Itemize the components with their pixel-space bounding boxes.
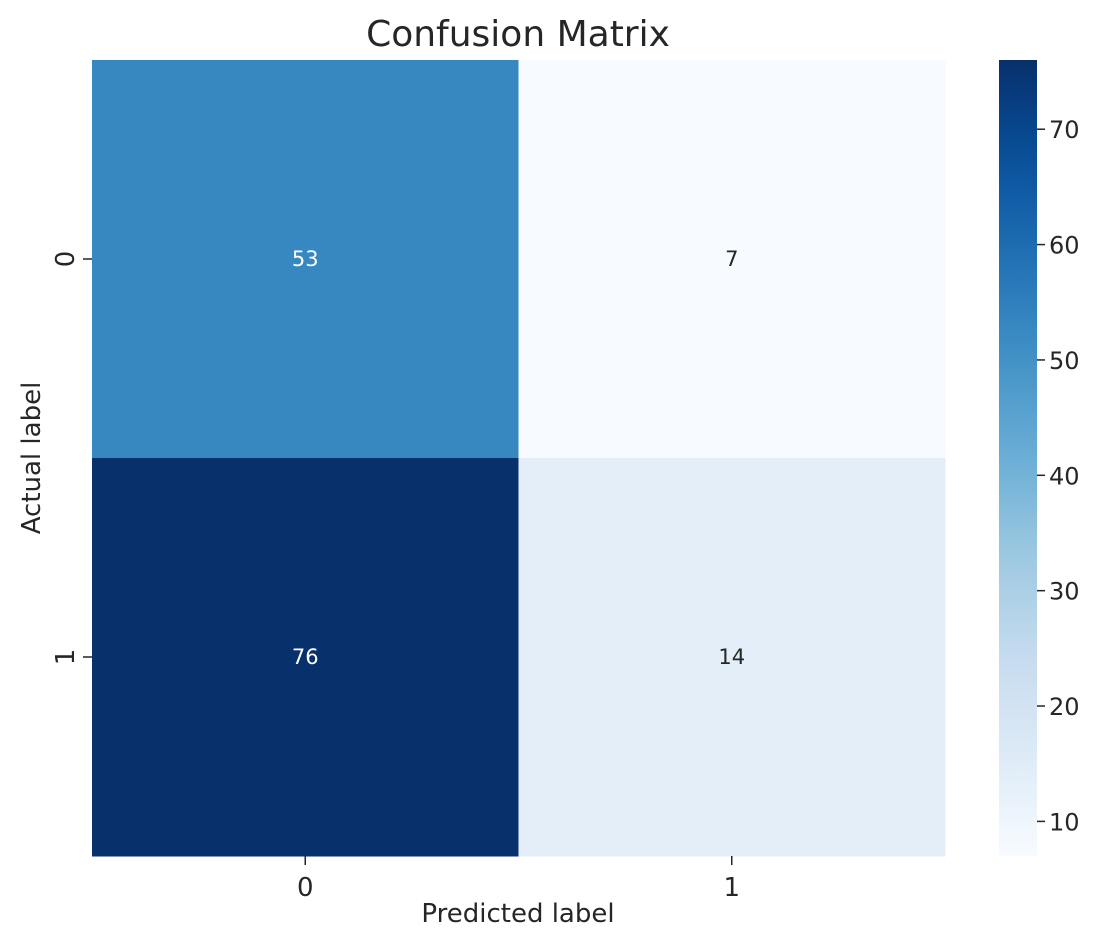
- cell-annotation-r1-c0: 76: [292, 645, 319, 669]
- heatmap-cell-r1-c1: [518, 458, 946, 857]
- chart-title: Confusion Matrix: [366, 14, 670, 55]
- x-tick-label: 1: [723, 873, 740, 903]
- heatmap-cells: [92, 60, 946, 857]
- colorbar-ticks: 10 20 30 40 50 60 70: [1037, 116, 1080, 836]
- colorbar-tick-label: 50: [1049, 347, 1080, 375]
- cell-annotation-r0-c0: 53: [292, 247, 319, 271]
- cell-annotation-r0-c1: 7: [725, 247, 738, 271]
- heatmap-cell-r1-c0: [92, 458, 519, 857]
- colorbar: [999, 60, 1037, 856]
- y-axis-ticks: 01: [51, 251, 92, 666]
- heatmap-cell-r0-c0: [92, 60, 519, 459]
- x-axis-label: Predicted label: [421, 899, 614, 929]
- colorbar-tick-label: 40: [1049, 462, 1080, 490]
- colorbar-tick-label: 20: [1049, 693, 1080, 721]
- heatmap-annotations: 53 7 76 14: [292, 247, 745, 669]
- y-tick-label: 1: [51, 649, 81, 666]
- y-tick-label: 0: [51, 251, 81, 268]
- x-tick-label: 0: [297, 873, 314, 903]
- cell-annotation-r1-c1: 14: [718, 645, 745, 669]
- colorbar-tick-label: 70: [1049, 116, 1080, 144]
- colorbar-tick-label: 10: [1049, 808, 1080, 836]
- heatmap-cell-r0-c1: [518, 60, 946, 459]
- colorbar-tick-label: 30: [1049, 578, 1080, 606]
- y-axis-label: Actual label: [17, 382, 47, 535]
- colorbar-tick-label: 60: [1049, 232, 1080, 260]
